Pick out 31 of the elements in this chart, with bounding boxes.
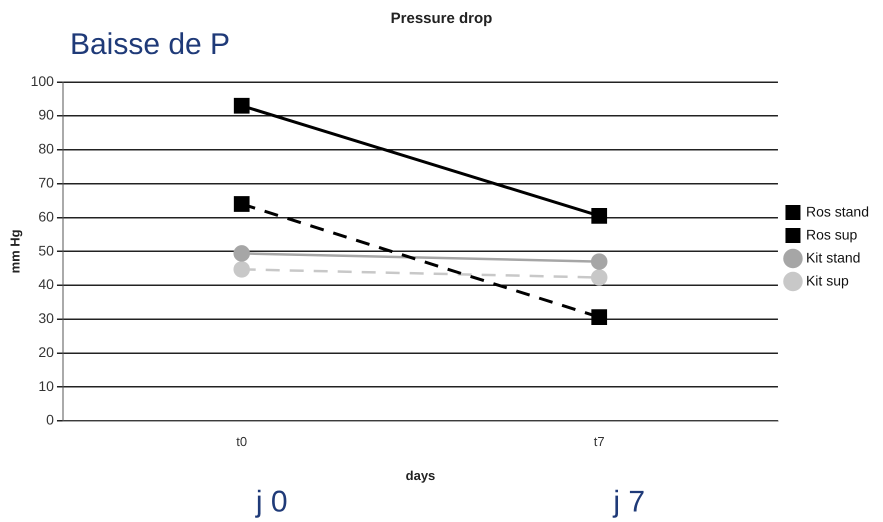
y-tick-label: 70 [38,174,54,190]
point [234,196,250,212]
point [591,208,608,224]
y-tick-label: 90 [38,106,54,123]
x-tick-label: t7 [594,434,605,450]
point [590,269,608,286]
point [233,261,250,278]
y-tick-label: 20 [38,344,54,360]
x-axis-title: days [406,468,436,483]
y-tick-label: 30 [38,310,54,326]
point [591,309,608,325]
text: j 7 [612,485,646,518]
chart-title: Pressure drop [390,10,492,28]
legend-label: Ros sup [806,226,858,242]
point [590,253,608,270]
legend-label: Kit sup [806,272,849,288]
point [234,98,250,114]
point [233,245,250,262]
legend-label: Kit stand [806,249,860,266]
y-tick-label: 40 [38,276,54,292]
y-tick-label: 50 [38,242,54,258]
legend-label: Ros stand [806,203,870,220]
y-axis-title: mm Hg [7,229,22,274]
y-tick-label: 0 [46,412,54,428]
x-tick-label: t0 [236,434,248,450]
y-tick-label: 60 [38,208,54,224]
text: j 0 [254,485,288,518]
y-tick-label: 80 [38,140,54,157]
text: Baisse de P [70,28,230,61]
y-tick-label: 10 [38,378,54,394]
y-tick-label: 100 [30,72,54,89]
